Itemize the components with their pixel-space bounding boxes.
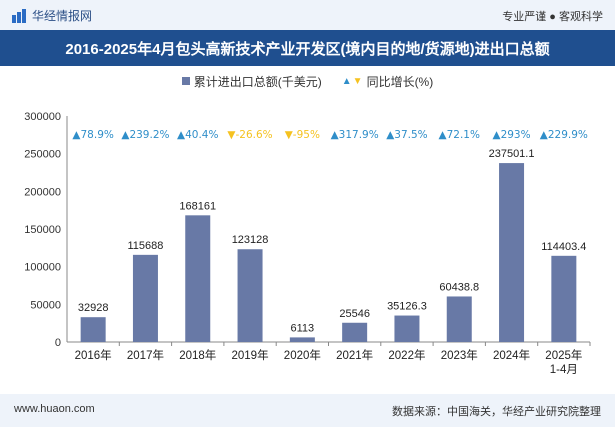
y-tick-label: 50000 [30,299,61,311]
growth-label: ▲317.9% [331,129,379,141]
legend-item-total: 累计进出口总额(千美元) [181,73,322,90]
chart-legend: 累计进出口总额(千美元) ▲ ▼ 同比增长(%) [0,72,615,90]
y-tick-label: 200000 [24,186,61,198]
x-tick-label: 2016年 [75,348,112,362]
tagline: 专业严谨 ● 客观科学 [502,11,603,23]
chart-title: 2016-2025年4月包头高新技术产业开发区(境内目的地/货源地)进出口总额 [0,30,615,66]
y-tick-label: 0 [55,337,61,349]
growth-label: ▲37.5% [386,129,427,141]
bar [446,296,472,342]
bar-value-label: 114403.4 [541,241,586,253]
bar-value-label: 6113 [291,322,315,334]
triangle-down-icon: ▼ [352,75,363,87]
bar [551,255,577,342]
footer-source: 数据来源：中国海关，华经产业研究院整理 [392,406,601,418]
bar [342,322,368,342]
bar [132,254,158,342]
x-tick-label: 2024年 [493,348,530,362]
y-tick-label: 250000 [24,149,61,161]
growth-label: ▲229.9% [540,129,588,141]
y-tick-label: 300000 [24,111,61,123]
bar [185,215,211,342]
x-tick-label: 2021年 [336,348,373,362]
growth-label: ▲293% [493,129,531,141]
bar-value-label: 60438.8 [439,281,479,293]
y-tick-label: 100000 [24,262,61,274]
x-tick-label: 2019年 [232,348,269,362]
bar [237,249,263,342]
bar-value-label: 237501.1 [489,148,535,160]
bar [394,315,420,342]
growth-label: ▼-26.6% [227,129,272,141]
top-bar: 华经情报网 专业严谨 ● 客观科学 [0,0,615,30]
x-tick-label: 2022年 [388,348,425,362]
brand[interactable]: 华经情报网 [12,7,92,24]
bar [499,163,525,342]
bar-value-label: 123128 [232,234,269,246]
growth-label: ▲239.2% [121,129,169,141]
y-tick-label: 150000 [24,224,61,236]
bar-value-label: 115688 [128,240,164,252]
bar-value-label: 168161 [179,200,216,212]
bar [80,317,106,342]
x-tick-label: 1-4月 [550,364,578,376]
x-tick-label: 2017年 [127,348,164,362]
footer: www.huaon.com 数据来源：中国海关，华经产业研究院整理 [0,394,615,427]
growth-label: ▲40.4% [177,129,218,141]
bar [289,337,315,342]
bar-chart: 0 50000 100000 150000 200000 250000 300000 3292… [24,111,591,376]
brand-logo-icon [12,8,26,23]
bar-value-label: 35126.3 [387,301,427,313]
growth-label: ▲78.9% [72,129,113,141]
growth-label: ▲72.1% [439,129,480,141]
x-tick-label: 2025年 [545,348,582,362]
x-tick-label: 2020年 [284,348,321,362]
legend-growth-label: 同比增长(%) [366,74,434,89]
x-tick-label: 2023年 [441,348,478,362]
brand-name: 华经情报网 [32,9,93,23]
footer-website[interactable]: www.huaon.com [14,403,95,415]
growth-label: ▼-95% [285,129,320,141]
legend-total-label: 累计进出口总额(千美元) [193,74,322,89]
legend-item-growth: ▲ ▼ 同比增长(%) [342,73,433,90]
legend-bar-swatch [181,77,190,85]
bar-value-label: 25546 [339,308,370,320]
triangle-up-icon: ▲ [341,75,352,87]
x-tick-label: 2018年 [179,348,216,362]
bar-value-label: 32928 [78,302,109,314]
